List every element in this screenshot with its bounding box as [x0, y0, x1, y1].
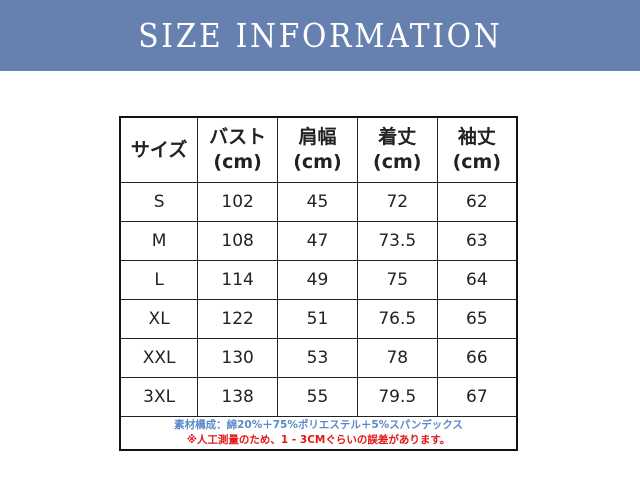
table-cell: 75 — [356, 260, 438, 300]
table-cell: 114 — [197, 260, 279, 300]
table-cell: L — [119, 260, 199, 300]
column-header: 肩幅 (cm) — [277, 116, 358, 183]
header-label: 袖丈 — [457, 126, 496, 148]
table-row: L 114 49 75 64 — [119, 260, 518, 300]
column-header: サイズ — [119, 116, 199, 183]
table-cell: 53 — [277, 338, 358, 378]
header-unit: (cm) — [213, 151, 262, 173]
table-cell: 65 — [436, 299, 518, 339]
table-cell: M — [119, 221, 199, 261]
table-cell: 45 — [277, 182, 358, 222]
table-cell: 51 — [277, 299, 358, 339]
table-row: XXL 130 53 78 66 — [119, 338, 518, 378]
table-cell: S — [119, 182, 199, 222]
table-cell: 64 — [436, 260, 518, 300]
table-row: XL 122 51 76.5 65 — [119, 299, 518, 339]
header-label: サイズ — [130, 138, 188, 161]
table-cell: 63 — [436, 221, 518, 261]
table-cell: 66 — [436, 338, 518, 378]
footer-row: 素材構成：綿20%＋75%ポリエステル＋5%スパンデックス ※人工測量のため、1 … — [119, 416, 518, 451]
table-cell: 122 — [197, 299, 279, 339]
material-text: 素材構成：綿20%＋75%ポリエステル＋5%スパンデックス — [174, 419, 463, 431]
table-cell: 67 — [436, 377, 518, 417]
table-cell: XXL — [119, 338, 199, 378]
table-cell: 76.5 — [356, 299, 438, 339]
table-row: M 108 47 73.5 63 — [119, 221, 518, 261]
table-cell: 78 — [356, 338, 438, 378]
header-unit: (cm) — [373, 151, 422, 173]
header-label: 肩幅 — [298, 126, 337, 148]
banner-title: SIZE INFORMATION — [137, 16, 503, 55]
table-row: 3XL 138 55 79.5 67 — [119, 377, 518, 417]
measurement-note: ※人工測量のため、1 - 3CMぐらいの誤差があります。 — [186, 434, 451, 446]
table-cell: 55 — [277, 377, 358, 417]
table-cell: 108 — [197, 221, 279, 261]
header-unit: (cm) — [452, 151, 502, 173]
table-row: S 102 45 72 62 — [119, 182, 518, 222]
table-cell: 73.5 — [356, 221, 438, 261]
banner: SIZE INFORMATION — [0, 0, 640, 71]
column-header: 着丈 (cm) — [356, 116, 438, 183]
header-label: 着丈 — [378, 126, 417, 148]
table-cell: 79.5 — [356, 377, 438, 417]
header-row: サイズ バスト (cm) 肩幅 (cm) 着丈 (cm) 袖丈 (cm) — [119, 116, 518, 183]
table-cell: 3XL — [119, 377, 199, 417]
table-cell: 138 — [197, 377, 279, 417]
table-cell: 47 — [277, 221, 358, 261]
table-cell: 49 — [277, 260, 358, 300]
table-cell: 102 — [197, 182, 279, 222]
table-cell: 130 — [197, 338, 279, 378]
header-label: バスト — [209, 126, 267, 148]
table-cell: 72 — [356, 182, 438, 222]
size-table: サイズ バスト (cm) 肩幅 (cm) 着丈 (cm) 袖丈 (cm) S 102 45 72 62 M… — [119, 116, 518, 451]
column-header: 袖丈 (cm) — [436, 116, 518, 183]
table-cell: XL — [119, 299, 199, 339]
table-cell: 62 — [436, 182, 518, 222]
column-header: バスト (cm) — [197, 116, 279, 183]
header-unit: (cm) — [293, 151, 342, 173]
